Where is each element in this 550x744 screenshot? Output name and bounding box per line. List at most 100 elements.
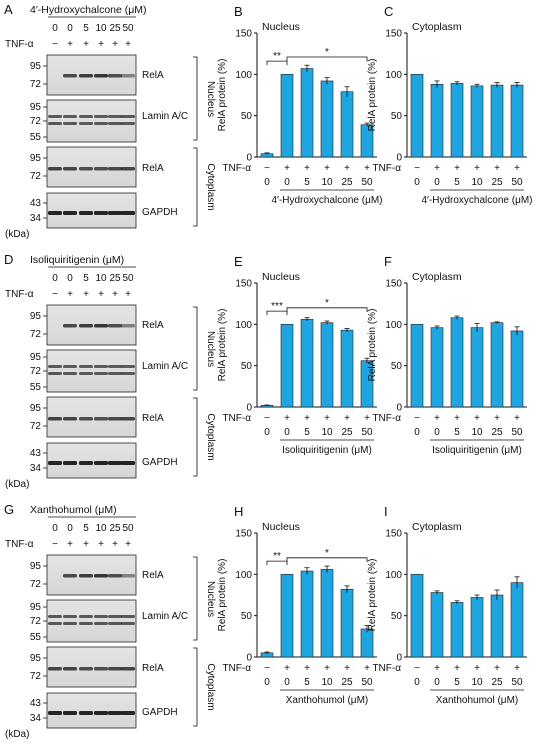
blot-row: 95 72 RelA <box>30 304 164 346</box>
nucleus-side-label: Nucleus <box>205 81 216 117</box>
protein-band <box>94 461 108 465</box>
tnf-sign: − <box>52 289 58 300</box>
protein-label: Lamin A/C <box>142 361 188 372</box>
tnf-label: TNF-α <box>222 663 251 674</box>
chart-title: Cytoplasm <box>412 521 462 533</box>
tnf-sign: + <box>434 163 440 174</box>
protein-band <box>63 574 77 578</box>
tnf-sign: + <box>494 663 500 674</box>
significance-bracket <box>266 310 288 316</box>
chart-title: Cytoplasm <box>412 271 462 283</box>
blot-row: 95 72 55 Lamin A/C <box>30 99 188 143</box>
y-tick-label: 0 <box>396 653 402 664</box>
protein-band <box>79 461 93 465</box>
concentration-label: 0 <box>67 273 73 284</box>
protein-band <box>94 711 108 715</box>
concentration-label: 50 <box>122 273 134 284</box>
tnf-sign: + <box>304 663 310 674</box>
protein-band <box>48 667 62 671</box>
y-tick-label: 0 <box>246 403 252 414</box>
bar-chart-C: C Cytoplasm RelA protein (%) 0 50 100 150 − 0 +0 +… <box>367 4 533 206</box>
tnf-sign: + <box>284 413 290 424</box>
y-tick-label: 150 <box>385 29 402 40</box>
x-tick-label: 0 <box>414 177 420 188</box>
bar <box>340 91 354 158</box>
x-tick-label: 10 <box>321 177 333 188</box>
protein-label: GAPDH <box>142 207 178 218</box>
significance-bracket <box>286 56 368 61</box>
blot-row: 95 72 55 Lamin A/C <box>30 349 188 393</box>
y-tick-label: 50 <box>241 361 253 372</box>
mw-marker: 55 <box>30 132 42 143</box>
mw-marker: 95 <box>30 153 42 164</box>
x-tick-label: 0 <box>284 677 290 688</box>
protein-band <box>63 615 77 618</box>
blot-membrane <box>46 349 137 393</box>
y-axis-label: RelA protein (%) <box>367 559 378 632</box>
x-tick-label: 0 <box>434 677 440 688</box>
nucleus-bracket <box>193 556 198 641</box>
blot-row: 43 34 GAPDH <box>30 192 178 229</box>
y-axis-label: RelA protein (%) <box>217 559 228 632</box>
compound-title: 4′-Hydroxychalcone (μM) <box>30 4 147 16</box>
tnf-sign: − <box>264 163 270 174</box>
x-axis-label: 4′-Hydroxychalcone (μM) <box>271 195 382 206</box>
concentration-label: 0 <box>52 23 58 34</box>
bar <box>490 84 504 158</box>
tnf-sign: + <box>494 413 500 424</box>
protein-band <box>79 622 93 625</box>
x-axis-label: Xanthohumol (μM) <box>286 695 368 706</box>
x-tick-label: 0 <box>284 177 290 188</box>
chart-title: Cytoplasm <box>412 21 462 33</box>
y-tick-label: 150 <box>385 279 402 290</box>
protein-band <box>63 167 77 171</box>
concentration-label: 50 <box>122 23 134 34</box>
bar <box>470 597 484 658</box>
concentration-label: 10 <box>95 23 107 34</box>
x-tick-label: 0 <box>264 177 270 188</box>
mw-marker: 95 <box>30 403 42 414</box>
protein-band <box>108 365 122 368</box>
protein-band <box>108 622 122 625</box>
tnf-sign: + <box>284 663 290 674</box>
concentration-label: 25 <box>109 523 121 534</box>
tnf-sign: + <box>344 663 350 674</box>
significance-mark: ** <box>273 551 281 562</box>
blot-row: 95 72 RelA <box>30 396 164 438</box>
significance-bracket <box>266 60 288 66</box>
concentration-label: 0 <box>67 23 73 34</box>
protein-band <box>79 615 93 618</box>
concentration-label: 5 <box>83 23 89 34</box>
bar <box>450 602 464 658</box>
mw-marker: 72 <box>30 579 42 590</box>
mw-marker: 72 <box>30 671 42 682</box>
x-axis-label: Isoliquiritigenin (μM) <box>432 445 522 456</box>
protein-band <box>48 372 62 375</box>
tnf-sign: + <box>474 163 480 174</box>
bar-chart-B: B Nucleus RelA protein (%) 0 50 100 150 − 0 +0 +5 +… <box>217 4 383 206</box>
blot-row: 95 72 RelA <box>30 554 164 596</box>
bar <box>360 628 374 658</box>
protein-band <box>94 667 108 671</box>
y-tick-label: 100 <box>385 70 402 81</box>
protein-band <box>108 115 122 118</box>
x-tick-label: 50 <box>511 677 523 688</box>
cytoplasm-side-label: Cytoplasm <box>205 413 216 460</box>
concentration-label: 0 <box>52 523 58 534</box>
bar <box>510 330 524 408</box>
tnf-sign: + <box>474 663 480 674</box>
mw-marker: 72 <box>30 171 42 182</box>
protein-band <box>121 324 135 328</box>
mw-marker: 72 <box>30 366 42 377</box>
blot-membrane <box>46 692 137 729</box>
x-tick-label: 0 <box>414 677 420 688</box>
protein-band <box>63 324 77 328</box>
mw-marker: 95 <box>30 561 42 572</box>
bar-chart-F: F Cytoplasm RelA protein (%) 0 50 100 150 − 0 +0 +… <box>367 254 527 456</box>
x-tick-label: 5 <box>304 427 310 438</box>
tnf-sign: − <box>414 413 420 424</box>
protein-band <box>121 711 135 715</box>
y-tick-label: 0 <box>396 153 402 164</box>
y-tick-label: 50 <box>391 111 403 122</box>
